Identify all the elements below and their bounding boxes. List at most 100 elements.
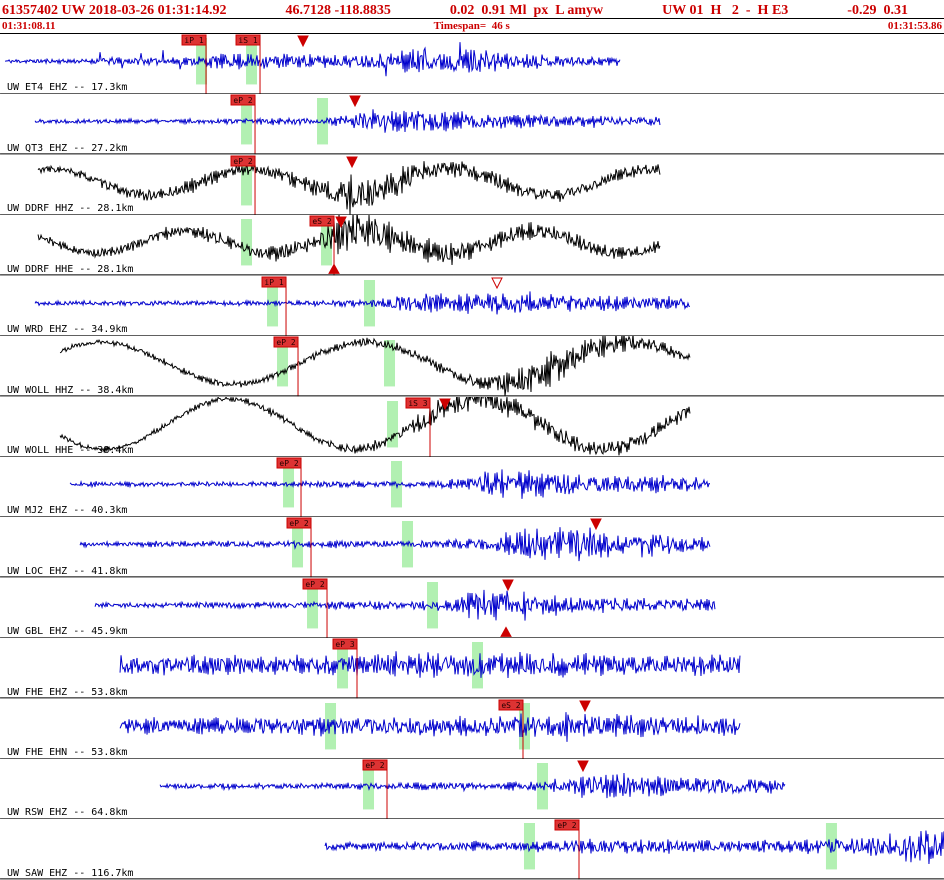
window-start-time: 01:31:08.11 [2, 20, 56, 32]
arrival-window-band [241, 98, 253, 145]
seismogram-trace [94, 589, 716, 621]
waveform-plot[interactable]: iP 1 [0, 276, 944, 337]
pick-flag[interactable] [309, 215, 335, 227]
trace-label: UW FHE EHZ -- 53.8km [7, 686, 128, 698]
pick-flag-label: eP 2 [557, 821, 576, 830]
timespan-label: Timespan= 46 s [433, 20, 510, 32]
pick-flag[interactable] [276, 457, 302, 469]
seismogram-trace [34, 109, 661, 134]
trace-area[interactable]: iP 1 iS 1 UW ET4 EHZ -- 17.3km eP 2 UW QT3 E… [0, 33, 944, 880]
waveform-plot[interactable]: eP 2 [0, 155, 944, 216]
waveform-plot[interactable]: eP 2 [0, 517, 944, 578]
seismogram-trace [5, 42, 621, 77]
seismogram-trace [119, 711, 741, 742]
trace-row[interactable]: eP 2 UW WOLL HHZ -- 38.4km [0, 336, 944, 397]
trace-row[interactable]: iP 1 UW WRD EHZ -- 34.9km [0, 276, 944, 337]
pick-flag[interactable] [230, 94, 256, 106]
pick-flag-label: eP 2 [233, 96, 252, 105]
pick-flag[interactable] [302, 578, 328, 590]
pick-flag[interactable] [554, 819, 580, 831]
pick-flag-label: iP 1 [184, 36, 203, 45]
pick-flag[interactable] [181, 34, 207, 46]
trace-row[interactable]: eP 2 UW QT3 EHZ -- 27.2km [0, 94, 944, 155]
trace-label: UW LOC EHZ -- 41.8km [7, 565, 128, 577]
pick-flag[interactable] [273, 336, 299, 348]
seismogram-trace [59, 396, 691, 455]
trace-row[interactable]: eP 2 UW DDRF HHZ -- 28.1km [0, 155, 944, 216]
pick-flag-label: iP 1 [264, 278, 283, 287]
seismogram-trace [159, 773, 786, 799]
seismogram-trace [34, 291, 691, 315]
pick-flag-label: eP 2 [305, 580, 324, 589]
trace-label: UW RSW EHZ -- 64.8km [7, 807, 128, 819]
waveform-plot[interactable]: eP 2 [0, 578, 944, 639]
marker-triangle-down[interactable] [579, 700, 591, 712]
trace-label: UW ET4 EHZ -- 17.3km [7, 82, 128, 94]
pick-flag-label: eP 2 [289, 519, 308, 528]
trace-row[interactable]: iS 3 UW WOLL HHE -- 38.4km [0, 396, 944, 457]
trace-row[interactable]: eP 2 UW RSW EHZ -- 64.8km [0, 759, 944, 820]
pick-flag[interactable] [332, 638, 358, 650]
waveform-plot[interactable]: eP 2 [0, 819, 944, 880]
pick-flag-label: eP 2 [276, 338, 295, 347]
trace-row[interactable]: eS 2 UW FHE EHN -- 53.8km [0, 699, 944, 760]
seismogram-trace [79, 527, 711, 562]
trace-row[interactable]: eP 2 UW SAW EHZ -- 116.7km [0, 819, 944, 880]
pick-flag-label: iS 1 [238, 36, 257, 45]
marker-triangle-down[interactable] [335, 216, 347, 229]
trace-row[interactable]: iP 1 iS 1 UW ET4 EHZ -- 17.3km [0, 34, 944, 95]
arrival-window-band [321, 219, 333, 266]
pick-flag[interactable] [230, 155, 256, 167]
waveform-plot[interactable]: iS 3 [0, 396, 944, 457]
trace-label: UW FHE EHN -- 53.8km [7, 747, 128, 759]
trace-row[interactable]: eP 2 UW MJ2 EHZ -- 40.3km [0, 457, 944, 518]
waveform-plot[interactable]: eS 2 [0, 699, 944, 760]
pick-flag[interactable] [261, 276, 287, 288]
seismogram-trace [324, 830, 944, 865]
trace-row[interactable]: eP 3 UW FHE EHZ -- 53.8km [0, 638, 944, 699]
seismogram-trace [59, 336, 691, 397]
trace-row[interactable]: eP 2 UW LOC EHZ -- 41.8km [0, 517, 944, 578]
event-id-and-origin-time: 61357402 UW 2018-03-26 01:31:14.92 [2, 3, 227, 18]
waveform-plot[interactable]: eS 2 [0, 215, 944, 276]
arrival-window-band [241, 158, 253, 206]
marker-triangle-down[interactable] [349, 95, 361, 108]
marker-triangle-down[interactable] [297, 35, 309, 48]
pick-flag-label: eS 2 [501, 701, 520, 710]
seismogram-trace [69, 469, 711, 499]
pick-flag[interactable] [362, 759, 388, 771]
marker-triangle-up[interactable] [328, 263, 340, 275]
marker-triangle-up[interactable] [500, 626, 512, 637]
seismogram-trace [119, 651, 741, 679]
waveform-plot[interactable]: eP 2 [0, 759, 944, 820]
window-end-time: 01:31:53.86 [887, 20, 942, 32]
trace-label: UW DDRF HHZ -- 28.1km [7, 203, 134, 215]
arrival-window-band [387, 400, 399, 447]
pick-flag-label: eS 2 [312, 217, 331, 226]
arrival-window-band [241, 219, 253, 266]
marker-triangle-down[interactable] [577, 760, 589, 773]
waveform-plot[interactable]: iP 1 iS 1 [0, 34, 944, 95]
pick-flag[interactable] [498, 699, 524, 711]
marker-triangle-down[interactable] [502, 579, 514, 591]
waveform-plot[interactable]: eP 2 [0, 457, 944, 518]
marker-triangle-down[interactable] [491, 277, 503, 289]
marker-triangle-down[interactable] [346, 156, 358, 168]
trace-label: UW GBL EHZ -- 45.9km [7, 626, 128, 638]
arrival-window-band [523, 823, 535, 870]
pick-flag[interactable] [286, 517, 312, 529]
waveform-plot[interactable]: eP 2 [0, 336, 944, 397]
event-coordinates: 46.7128 -118.8835 [285, 3, 391, 18]
pick-flag-label: eP 2 [279, 459, 298, 468]
marker-triangle-down[interactable] [590, 518, 602, 531]
trace-row[interactable]: eP 2 UW GBL EHZ -- 45.9km [0, 578, 944, 639]
waveform-plot[interactable]: eP 2 [0, 94, 944, 155]
marker-triangle-down[interactable] [439, 398, 451, 410]
arrival-window-band [292, 521, 304, 568]
pick-flag[interactable] [235, 34, 261, 46]
trace-label: UW SAW EHZ -- 116.7km [7, 867, 134, 879]
pick-flag[interactable] [405, 397, 431, 409]
trace-row[interactable]: eS 2 UW DDRF HHE -- 28.1km [0, 215, 944, 276]
pick-flag-label: eP 2 [233, 157, 252, 166]
waveform-plot[interactable]: eP 3 [0, 638, 944, 699]
